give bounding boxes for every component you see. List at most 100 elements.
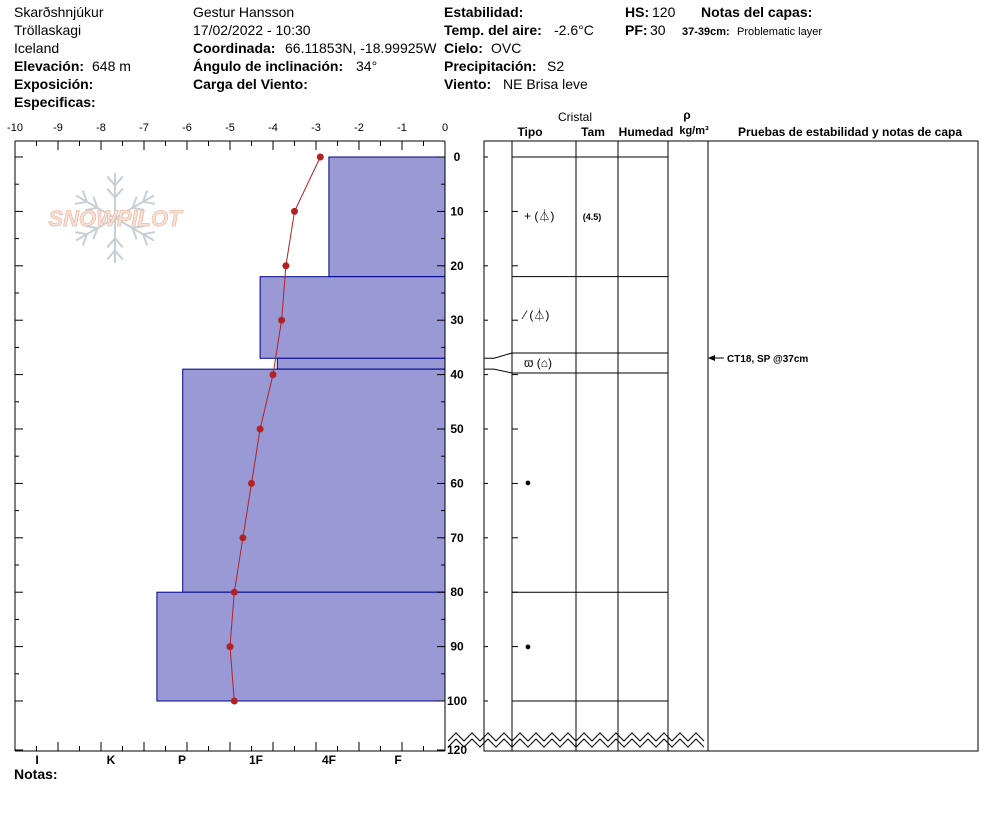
hardness-layer xyxy=(259,276,446,359)
snowflake-branch xyxy=(132,225,145,230)
temperature-tick-label: -6 xyxy=(182,122,192,134)
hardness-layer xyxy=(328,156,446,278)
depth-tick-label: 10 xyxy=(450,204,464,218)
temperature-tick-label: -9 xyxy=(53,122,63,134)
snow-profile-chart: SNOWPILOT -10 -9 -8 -7 -6 -5 -4 -3 -2 -1 001020304… xyxy=(7,108,979,767)
snowflake-branch xyxy=(142,200,156,205)
stability-arrow-head xyxy=(708,355,715,361)
snowflake-branch xyxy=(114,175,124,187)
snowflake-branch xyxy=(85,206,98,211)
tests-header: Pruebas de estabilidad y notas de capa xyxy=(738,125,962,139)
axes: -10 -9 -8 -7 -6 -5 -4 -3 -2 -1 0010203040506070809… xyxy=(7,122,467,767)
air-temp-value: -2.6°C xyxy=(554,22,594,38)
axis-break-zigzag xyxy=(447,732,705,742)
stability-test-text: CT18, SP @37cm xyxy=(727,354,808,365)
snowflake-branch xyxy=(114,249,124,261)
crystal-type-symbol: ● xyxy=(525,641,532,653)
snowpilot-watermark: SNOWPILOT xyxy=(48,173,184,263)
snowflake-branch xyxy=(142,233,149,246)
temperature-point xyxy=(269,371,277,379)
wind-load-label: Carga del Viento: xyxy=(193,76,308,92)
temperature-point xyxy=(256,425,264,433)
layer-note-range: 37-39cm: xyxy=(682,26,730,38)
layer-connector xyxy=(484,368,513,374)
temperature-tick-label: 0 xyxy=(442,122,448,134)
aspect-label: Exposición: xyxy=(14,76,94,92)
slope-label: Ángulo de inclinación: xyxy=(193,58,344,74)
snowflake-arm xyxy=(114,217,155,242)
air-temp-label: Temp. del aire: xyxy=(444,22,542,38)
hardness-label: 4F xyxy=(322,753,336,767)
depth-tick-label: 20 xyxy=(450,259,464,273)
pf-label: PF: xyxy=(625,22,648,38)
depth-tick-label: 60 xyxy=(450,476,464,490)
observation-datetime: 17/02/2022 - 10:30 xyxy=(193,22,311,38)
depth-tick-label: 50 xyxy=(450,422,464,436)
snowflake-arm xyxy=(75,217,116,242)
hardness-label: P xyxy=(178,753,186,767)
snowflake-arm xyxy=(114,194,155,219)
temperature-tick-label: -3 xyxy=(311,122,321,134)
crystal-type-symbol: ● xyxy=(525,477,532,489)
layer-note-text: Problematic layer xyxy=(737,26,822,38)
snowflake-branch xyxy=(132,206,145,211)
snowflake-branch xyxy=(106,187,116,199)
axis-break-zigzag xyxy=(447,738,705,748)
crystal-table: Cristal Tipo Tam Humedad ρ kg/m³ Pruebas de es… xyxy=(447,108,979,752)
crystal-type-symbol: ⁄ (⏃) xyxy=(521,307,549,322)
type-header: Tipo xyxy=(517,125,542,139)
depth-tick-label: 120 xyxy=(447,743,467,757)
hardness-label: I xyxy=(35,753,38,767)
hardness-layer xyxy=(156,591,446,702)
stability-label: Estabilidad: xyxy=(444,4,524,20)
country: Iceland xyxy=(14,40,60,56)
depth-tick-label: 40 xyxy=(450,368,464,382)
elevation-label: Elevación: xyxy=(14,58,85,74)
pf-value: 30 xyxy=(650,22,666,38)
snowflake-branch xyxy=(74,231,88,236)
hardness-label: 1F xyxy=(249,753,263,767)
layer-connector xyxy=(484,352,513,359)
temperature-point xyxy=(291,207,298,215)
snowflake-branch xyxy=(92,227,99,240)
depth-tick-label: 0 xyxy=(454,150,461,164)
snowflake-branch xyxy=(81,190,88,203)
snowflake-branch xyxy=(106,237,116,249)
coordinate-value: 66.11853N, -18.99925W xyxy=(285,40,437,56)
depth-tick-label: 90 xyxy=(450,640,464,654)
crystal-size: (4.5) xyxy=(583,212,602,222)
coordinate-label: Coordinada: xyxy=(193,40,276,56)
temperature-tick-label: -5 xyxy=(225,122,235,134)
size-header: Tam xyxy=(581,125,605,139)
depth-tick-label: 30 xyxy=(450,313,464,327)
temperature-point xyxy=(282,262,290,270)
snowflake-branch xyxy=(114,187,124,199)
hardness-label: F xyxy=(394,753,401,767)
temperature-point xyxy=(316,153,324,161)
observer-name: Gestur Hansson xyxy=(193,4,295,20)
hardness-label: K xyxy=(107,753,116,767)
temperature-tick-label: -2 xyxy=(354,122,364,134)
snowflake-branch xyxy=(114,237,124,249)
specifics-label: Especificas: xyxy=(14,94,96,110)
density-unit-header: kg/m³ xyxy=(679,125,709,137)
snowflake-branch xyxy=(142,231,156,236)
temperature-tick-label: -8 xyxy=(96,122,106,134)
temperature-tick-label: -10 xyxy=(7,122,23,134)
snowflake-branch xyxy=(106,249,116,261)
humidity-header: Humedad xyxy=(619,125,674,139)
temperature-tick-label: -7 xyxy=(139,122,149,134)
snowflake-branch xyxy=(106,175,116,187)
snowflake-branch xyxy=(85,225,98,230)
temperature-point xyxy=(248,479,255,487)
snowflake-branch xyxy=(131,196,138,209)
temperature-tick-label: -4 xyxy=(268,122,278,134)
temperature-point xyxy=(230,697,238,705)
snowflake-arm xyxy=(75,194,116,219)
snowflake-branch xyxy=(131,227,138,240)
notes-label: Notas: xyxy=(14,766,58,782)
elevation-value: 648 m xyxy=(92,58,131,74)
precip-label: Precipitación: xyxy=(444,58,537,74)
region: Tröllaskagi xyxy=(14,22,82,38)
rho-header: ρ xyxy=(683,108,690,122)
